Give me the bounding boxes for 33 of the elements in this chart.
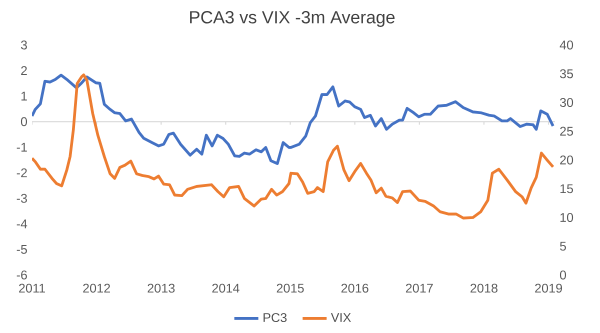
x-tick-label: 2018 — [470, 284, 498, 293]
x-tick-label: 2019 — [535, 284, 562, 293]
x-tick-label: 2011 — [19, 284, 45, 293]
x-tick-label: 2014 — [212, 284, 240, 293]
line-series — [32, 74, 554, 165]
x-tick-label: 2016 — [341, 284, 368, 293]
y-tick-label: -5 — [16, 245, 27, 254]
y2-tick-label: 0 — [560, 270, 566, 280]
y2-tick-label: 20 — [560, 156, 574, 164]
x-tick-label: 2015 — [276, 284, 304, 293]
y2-tick-label: 30 — [560, 98, 574, 107]
y2-tick-label: 15 — [560, 184, 574, 194]
y-tick-label: 1 — [21, 92, 27, 100]
x-tick-label: 2017 — [406, 284, 433, 293]
y-tick-label: -4 — [16, 220, 28, 228]
chart-title: PCA3 vs VIX -3m Average — [190, 11, 395, 27]
y2-tick-label: 40 — [560, 40, 574, 50]
line-series — [32, 73, 554, 220]
y-tick-label: -2 — [16, 168, 27, 178]
y-tick-label: -3 — [16, 194, 27, 203]
y-tick-label: 2 — [21, 66, 27, 75]
y-tick-label: 0 — [20, 117, 28, 126]
y-tick-label: 3 — [20, 40, 27, 50]
x-tick-label: 2013 — [148, 284, 175, 293]
y2-tick-label: 35 — [560, 69, 574, 78]
y2-tick-label: 10 — [560, 213, 574, 222]
y2-tick-label: 5 — [560, 242, 566, 251]
legend-label: PC3 — [264, 313, 287, 322]
legend-label: VIX — [330, 313, 351, 322]
y-tick-label: -1 — [16, 142, 27, 152]
y2-tick-label: 25 — [560, 126, 574, 136]
y-tick-label: -6 — [16, 270, 27, 280]
x-tick-label: 2012 — [83, 284, 110, 293]
